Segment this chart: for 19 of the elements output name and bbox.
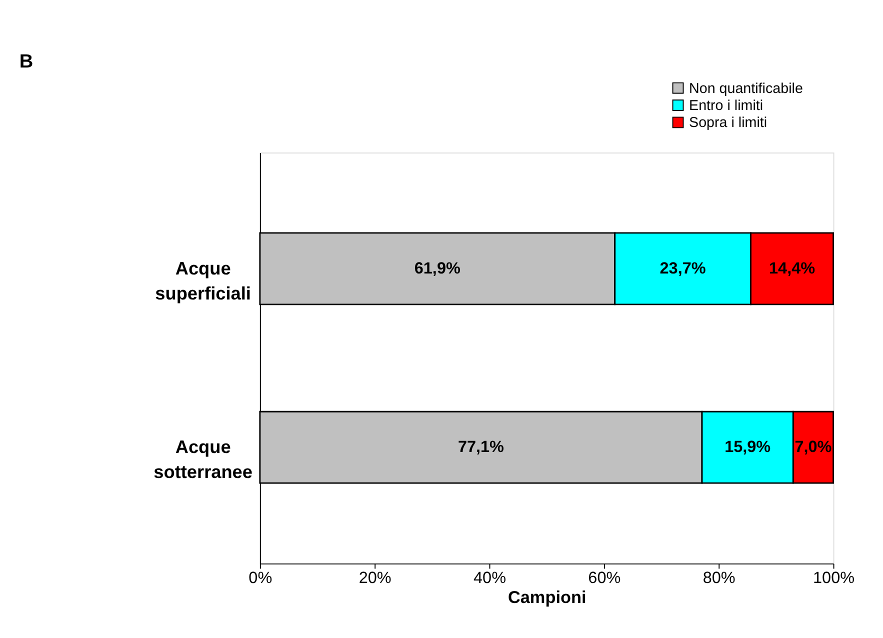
data-label: 7,0%	[794, 438, 832, 456]
x-tick-label: 0%	[248, 569, 272, 588]
legend-label: Non quantificabile	[689, 80, 803, 97]
x-tick-label: 100%	[813, 569, 855, 588]
data-label: 23,7%	[660, 259, 706, 278]
x-tick-label: 20%	[358, 569, 392, 588]
x-tick-label: 60%	[588, 569, 621, 588]
text: B	[19, 51, 34, 72]
data-label: 61,9%	[414, 259, 460, 278]
x-tick-label: 80%	[702, 569, 736, 588]
x-tick-label: 40%	[474, 569, 506, 588]
data-label: 77,1%	[458, 438, 504, 456]
legend-label: Sopra i limiti	[689, 115, 768, 132]
y-tick-label: Acque sotterranee	[154, 437, 252, 482]
data-label: 14,4%	[769, 259, 816, 278]
legend-label: Entro i limiti	[689, 98, 764, 114]
data-label: 15,9%	[724, 438, 771, 456]
y-tick-label: Acque superficiali	[155, 258, 251, 304]
x-axis-title: Campioni	[508, 587, 586, 608]
